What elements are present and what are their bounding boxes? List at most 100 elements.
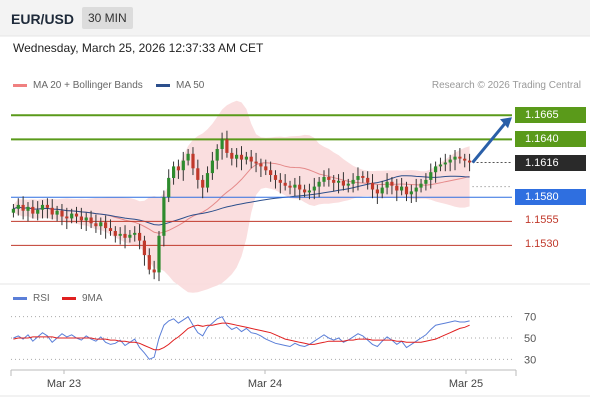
candle-body <box>298 184 302 190</box>
candle-body <box>249 156 253 162</box>
candle-body <box>283 182 287 186</box>
candle-body <box>463 158 467 161</box>
candle-body <box>235 154 239 159</box>
candle-body <box>322 177 326 182</box>
x-axis-label: Mar 23 <box>47 378 81 390</box>
candle-body <box>147 255 151 270</box>
candle-body <box>60 210 64 217</box>
candle-body <box>429 172 433 180</box>
candle-body <box>74 213 79 217</box>
candle-body <box>269 170 273 175</box>
candle-body <box>79 216 83 221</box>
projection-arrow-head <box>500 117 512 129</box>
candle-body <box>138 232 142 241</box>
candle-body <box>196 168 200 180</box>
candle-body <box>288 185 292 188</box>
level-tag-resistance: 1.1665 <box>515 107 586 124</box>
rsi-tick-label: 50 <box>524 333 536 345</box>
candle-body <box>400 186 404 191</box>
candle-body <box>162 197 166 236</box>
candle-body <box>434 166 438 173</box>
candle-body <box>142 240 146 256</box>
x-axis-label: Mar 25 <box>449 378 483 390</box>
chart-datetime: Wednesday, March 25, 2026 12:37:33 AM CE… <box>13 41 264 55</box>
legend-swatch-ma50 <box>156 84 170 87</box>
rsi-ma-line <box>13 322 470 351</box>
candle-body <box>341 180 345 186</box>
candle-body <box>356 176 360 180</box>
candle-body <box>84 217 88 221</box>
legend-label-ma50: MA 50 <box>176 80 205 91</box>
candle-body <box>366 177 370 183</box>
candle-body <box>40 204 45 210</box>
candle-body <box>225 139 229 153</box>
candle-body <box>31 206 35 214</box>
candle-body <box>244 156 248 160</box>
legend-label-rsi: RSI <box>33 293 50 304</box>
candle-body <box>99 222 103 227</box>
candle-body <box>424 179 428 184</box>
ma50-line <box>13 175 470 226</box>
candle-body <box>157 235 161 273</box>
candle-body <box>70 213 74 219</box>
candle-body <box>36 209 40 214</box>
legend-ma50: MA 50 <box>156 80 204 91</box>
candle-body <box>55 210 59 215</box>
candle-body <box>239 154 244 160</box>
candle-body <box>303 189 307 193</box>
level-tag-support: 1.1530 <box>525 238 559 251</box>
candle-body <box>186 153 190 161</box>
level-tag-pivot: 1.1580 <box>515 189 586 206</box>
candle-body <box>380 187 384 194</box>
timeframe-button[interactable]: 30 MIN <box>82 7 133 29</box>
projection-arrow-shaft <box>471 121 508 164</box>
candle-body <box>220 139 224 149</box>
candle-body <box>167 177 171 198</box>
candle-body <box>152 269 156 273</box>
legend-label-rsi-ma: 9MA <box>82 293 103 304</box>
candle-body <box>327 177 331 180</box>
candle-body <box>172 166 176 178</box>
legend-rsi-ma: 9MA <box>62 293 103 304</box>
legend-swatch-rsi <box>13 297 27 300</box>
candle-body <box>332 179 336 183</box>
x-axis-label: Mar 24 <box>248 378 282 390</box>
candle-body <box>16 204 20 209</box>
symbol-title: EUR/USD <box>11 11 75 27</box>
candle-body <box>45 204 49 208</box>
rsi-tick-label: 70 <box>524 312 536 324</box>
candle-body <box>26 206 30 211</box>
bollinger-band <box>13 100 470 293</box>
candle-body <box>385 181 389 188</box>
candle-body <box>176 166 180 171</box>
candle-body <box>113 231 117 236</box>
candle-body <box>395 185 399 191</box>
candle-body <box>346 183 350 186</box>
candle-body <box>215 149 219 161</box>
candle-body <box>201 179 205 188</box>
candle-body <box>419 183 423 188</box>
candle-body <box>118 233 122 236</box>
candle-body <box>443 162 447 165</box>
legend-bollinger: MA 20 + Bollinger Bands <box>13 80 143 91</box>
candle-body <box>370 182 375 190</box>
candle-body <box>259 163 263 167</box>
candle-body <box>293 184 297 188</box>
candle-body <box>317 181 321 187</box>
candle-body <box>108 228 113 231</box>
candle-body <box>11 208 15 213</box>
candle-body <box>65 216 69 219</box>
level-tag-support: 1.1555 <box>525 214 559 227</box>
candle-body <box>307 190 311 193</box>
candle-body <box>133 232 137 235</box>
candle-body <box>409 191 413 195</box>
candle-body <box>351 179 355 184</box>
candle-body <box>337 180 341 183</box>
chart-header: EUR/USD 30 MIN <box>0 0 590 36</box>
candle-body <box>50 207 54 215</box>
legend-rsi: RSI <box>13 293 50 304</box>
research-credit: Research © 2026 Trading Central <box>431 80 581 91</box>
level-tag-resistance: 1.1640 <box>515 131 586 148</box>
candle-body <box>448 159 452 163</box>
